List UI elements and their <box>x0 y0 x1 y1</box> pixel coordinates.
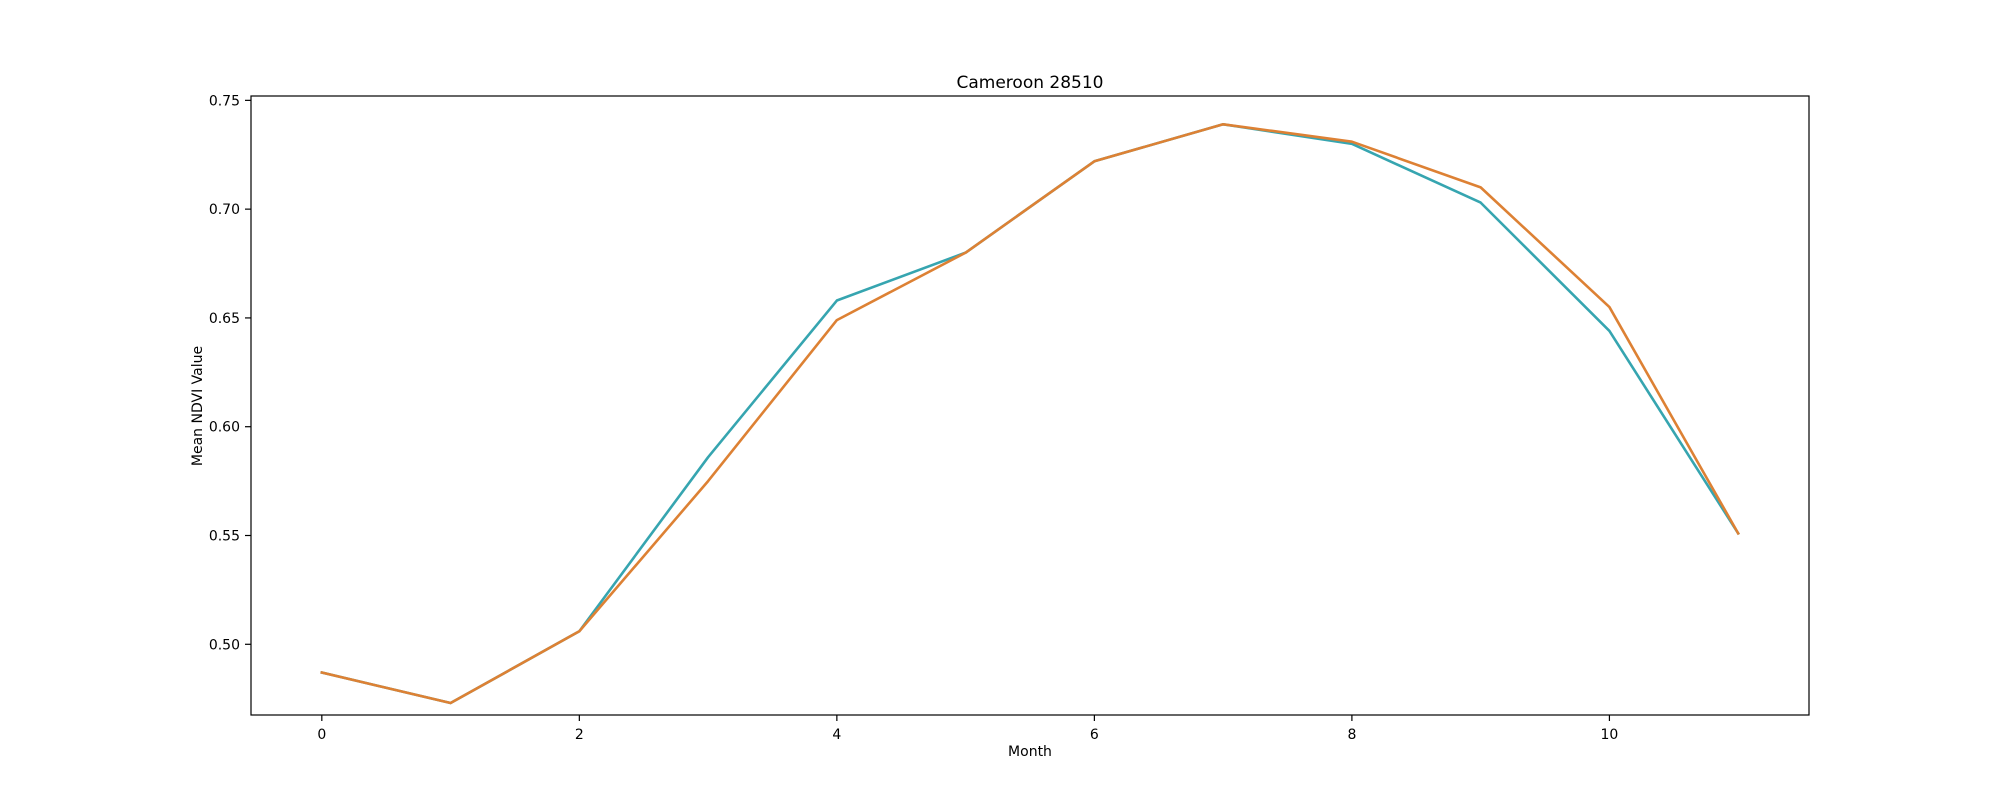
series-line-2 <box>320 122 1740 705</box>
y-tick-label: 0.50 <box>209 637 240 653</box>
y-axis: 0.50 0.55 0.60 0.65 0.70 0.75 <box>209 93 251 653</box>
series-line-1 <box>320 122 1740 705</box>
y-tick-label: 0.55 <box>209 529 240 545</box>
chart-title: Cameroon 28510 <box>957 73 1104 93</box>
y-tick-label: 0.70 <box>209 202 240 218</box>
x-tick-label: 8 <box>1347 727 1356 743</box>
x-axis: 0 2 4 6 8 10 <box>317 715 1618 743</box>
plot-frame <box>250 95 1810 716</box>
x-tick-label: 10 <box>1601 727 1619 743</box>
y-axis-title: Mean NDVI Value <box>190 346 206 466</box>
x-tick-label: 6 <box>1090 727 1099 743</box>
y-tick-label: 0.75 <box>209 93 240 109</box>
series-layer <box>320 122 1740 705</box>
y-tick-label: 0.60 <box>209 420 240 436</box>
x-tick-label: 4 <box>832 727 841 743</box>
x-tick-label: 2 <box>575 727 584 743</box>
y-tick-label: 0.65 <box>209 311 240 327</box>
x-tick-label: 0 <box>317 727 326 743</box>
x-axis-title: Month <box>1008 744 1052 760</box>
